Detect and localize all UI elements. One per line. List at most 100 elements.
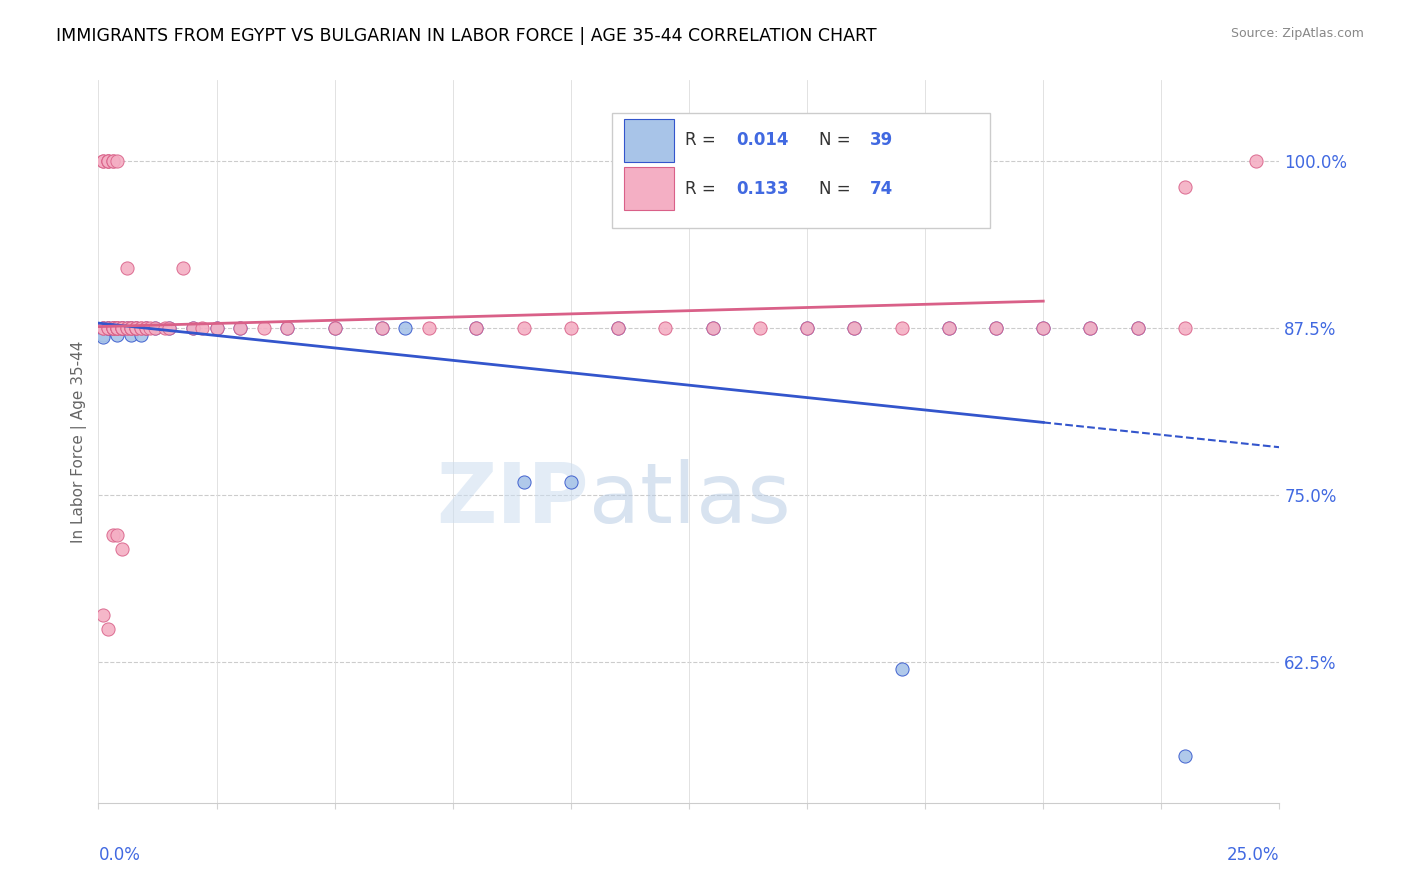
Point (153, 321, 176, 335)
Point (191, 321, 214, 335)
Point (115, 260, 138, 275)
Point (938, 321, 960, 335)
Point (157, 321, 180, 335)
Point (418, 321, 440, 335)
Point (323, 321, 346, 335)
Point (101, 528, 124, 542)
Point (125, 321, 148, 335)
FancyBboxPatch shape (612, 112, 990, 228)
Point (105, 321, 128, 335)
Point (91, 321, 114, 335)
Point (129, 321, 152, 335)
Point (157, 321, 180, 335)
Text: ZIP: ZIP (436, 458, 589, 540)
Point (91, 321, 114, 335)
Point (143, 321, 166, 335)
FancyBboxPatch shape (624, 119, 673, 161)
Point (702, 321, 724, 335)
Text: 0.0%: 0.0% (98, 846, 141, 863)
Point (97, 321, 120, 335)
Point (607, 321, 630, 335)
Point (1126, 321, 1149, 335)
Point (253, 321, 276, 335)
Text: 39: 39 (870, 131, 893, 149)
Point (371, 321, 394, 335)
Point (205, 321, 228, 335)
Point (371, 321, 394, 335)
Point (101, 321, 124, 335)
Point (796, 321, 818, 335)
Point (181, 321, 204, 335)
Point (105, 321, 128, 335)
Text: R =: R = (685, 179, 721, 198)
Point (276, 321, 298, 335)
Point (890, 321, 912, 335)
Point (101, 153, 124, 168)
Point (111, 321, 134, 335)
Text: N =: N = (818, 131, 856, 149)
Point (938, 321, 960, 335)
Text: 25.0%: 25.0% (1227, 846, 1279, 863)
Point (97, 622, 120, 636)
Point (1174, 321, 1197, 335)
Point (512, 321, 534, 335)
Point (105, 321, 128, 335)
Point (129, 327, 152, 342)
Point (465, 321, 488, 335)
Y-axis label: In Labor Force | Age 35-44: In Labor Force | Age 35-44 (72, 341, 87, 542)
Point (1080, 321, 1102, 335)
Point (115, 321, 138, 335)
Point (135, 321, 157, 335)
Point (115, 321, 138, 335)
Point (111, 321, 134, 335)
Point (323, 321, 346, 335)
Point (702, 321, 724, 335)
Text: 0.014: 0.014 (737, 131, 789, 149)
Point (1244, 153, 1267, 168)
Point (890, 662, 912, 676)
Point (111, 541, 134, 556)
Point (125, 321, 148, 335)
Point (1126, 321, 1149, 335)
Point (97, 153, 120, 168)
Point (654, 321, 676, 335)
Point (560, 475, 582, 489)
Point (101, 321, 124, 335)
Point (111, 321, 134, 335)
Text: Source: ZipAtlas.com: Source: ZipAtlas.com (1230, 27, 1364, 40)
Point (135, 321, 157, 335)
Point (1032, 321, 1054, 335)
Point (97, 321, 120, 335)
Point (125, 321, 148, 335)
Point (121, 321, 143, 335)
Point (135, 321, 157, 335)
Point (101, 321, 124, 335)
Text: N =: N = (818, 179, 856, 198)
Point (748, 321, 770, 335)
Point (796, 321, 818, 335)
Point (101, 321, 124, 335)
Point (394, 321, 416, 335)
Point (105, 153, 128, 168)
Point (129, 321, 152, 335)
Point (111, 321, 134, 335)
Point (984, 321, 1007, 335)
Point (172, 260, 194, 275)
Point (844, 321, 866, 335)
Point (105, 321, 128, 335)
Point (101, 153, 124, 168)
Point (97, 153, 120, 168)
Point (1174, 749, 1197, 764)
Point (512, 475, 534, 489)
Point (143, 321, 166, 335)
Point (101, 321, 124, 335)
Point (139, 321, 162, 335)
Point (181, 321, 204, 335)
Point (276, 321, 298, 335)
Point (1032, 321, 1054, 335)
Point (97, 321, 120, 335)
Point (607, 321, 630, 335)
Point (1080, 321, 1102, 335)
Text: R =: R = (685, 131, 721, 149)
Point (111, 321, 134, 335)
